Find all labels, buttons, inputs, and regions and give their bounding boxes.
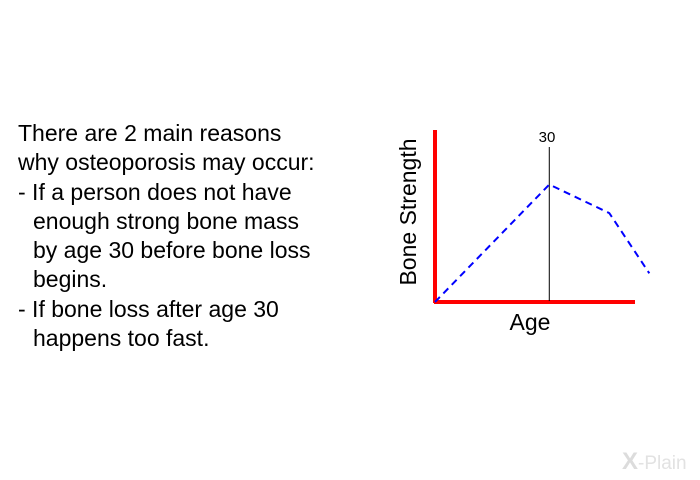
text-line: happens too fast. bbox=[33, 325, 210, 352]
bone-strength-line-0 bbox=[434, 183, 651, 303]
text-line: begins. bbox=[33, 266, 108, 293]
x-plain-logo: X-Plain bbox=[622, 448, 687, 476]
y-axis-label: Bone Strength bbox=[395, 138, 421, 285]
x-plain-logo-text: -Plain bbox=[638, 453, 687, 474]
text-line: why osteoporosis may occur: bbox=[18, 149, 315, 176]
text-line: - If bone loss after age 30 bbox=[18, 295, 279, 322]
series-layer bbox=[434, 183, 651, 303]
age-30-marker-label: 30 bbox=[539, 129, 556, 146]
text-line: - If a person does not have bbox=[18, 178, 292, 205]
text-line: enough strong bone mass bbox=[33, 207, 299, 234]
explanation-text: There are 2 main reasons why osteoporosi… bbox=[18, 119, 388, 353]
text-line: by age 30 before bone loss bbox=[33, 237, 311, 264]
x-plain-logo-mark: X bbox=[622, 448, 639, 475]
x-axis-label: Age bbox=[510, 309, 551, 335]
text-line: There are 2 main reasons bbox=[18, 120, 282, 146]
